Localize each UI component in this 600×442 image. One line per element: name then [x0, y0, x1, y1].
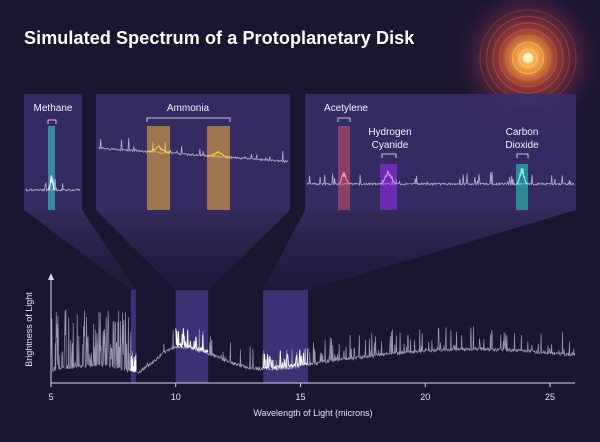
- x-tick-label: 25: [545, 392, 555, 402]
- disk-ring: [498, 28, 558, 88]
- main-chart: 5 10 15 20 25 Wavelength of Light (microns) Br…: [24, 273, 576, 418]
- x-tick-label: 10: [171, 392, 181, 402]
- highlighted-spectrum-segment: [262, 348, 309, 371]
- molecule-label: Hydrogen: [368, 127, 411, 138]
- molecule-bracket: [47, 119, 57, 124]
- inset-panel: [96, 94, 290, 210]
- molecule-label: Ammonia: [167, 103, 210, 114]
- highlighted-spectrum-segment: [130, 355, 137, 372]
- molecule-feature-line: [47, 175, 56, 191]
- molecule-bracket: [381, 153, 397, 158]
- molecule-feature-line: [147, 145, 171, 154]
- molecule-bracket: [146, 117, 231, 122]
- molecule-label: Acetylene: [324, 103, 368, 114]
- y-axis-arrow: [48, 273, 54, 280]
- highlighted-region: [130, 290, 136, 383]
- disk-core: [523, 53, 533, 63]
- zoom-funnel: [24, 210, 136, 290]
- spectrum-line: [50, 309, 576, 374]
- disk-ring: [492, 22, 564, 94]
- molecule-feature-line: [207, 150, 231, 158]
- inset-spectrum-line: [306, 171, 575, 187]
- molecule-band: [147, 126, 170, 210]
- highlighted-spectrum-segment: [175, 328, 209, 353]
- molecule-label: Carbon: [506, 127, 539, 138]
- chart-title: Simulated Spectrum of a Protoplanetary D…: [24, 28, 415, 48]
- molecule-label: Dioxide: [505, 140, 539, 151]
- molecule-feature-line: [379, 169, 398, 185]
- inset-spectrum-line: [98, 137, 289, 164]
- y-axis-title: Brightness of Light: [24, 292, 34, 367]
- disk-ring: [518, 48, 538, 68]
- molecule-band: [338, 126, 350, 210]
- disk-ring: [505, 35, 551, 81]
- molecule-feature-line: [515, 168, 529, 185]
- molecule-feature-line: [337, 171, 351, 185]
- x-tick-label: 15: [296, 392, 306, 402]
- molecule-band: [207, 126, 230, 210]
- molecule-band: [380, 164, 397, 210]
- zoom-funnel: [96, 210, 290, 290]
- inset-panels: Methane Ammonia Acetylene Hydrogen Cyanide Ca…: [24, 94, 576, 210]
- molecule-label: Cyanide: [372, 140, 409, 151]
- zoom-funnel: [263, 210, 576, 290]
- x-axis-title: Wavelength of Light (microns): [253, 408, 372, 418]
- molecule-bracket: [337, 117, 351, 122]
- molecule-band: [516, 164, 528, 210]
- molecule-bracket: [516, 153, 529, 158]
- inset-panel: [305, 94, 576, 210]
- x-tick-label: 20: [420, 392, 430, 402]
- molecule-band: [48, 126, 55, 210]
- molecule-label: Methane: [34, 103, 73, 114]
- x-tick-label: 5: [48, 392, 53, 402]
- disk-ring: [511, 41, 545, 75]
